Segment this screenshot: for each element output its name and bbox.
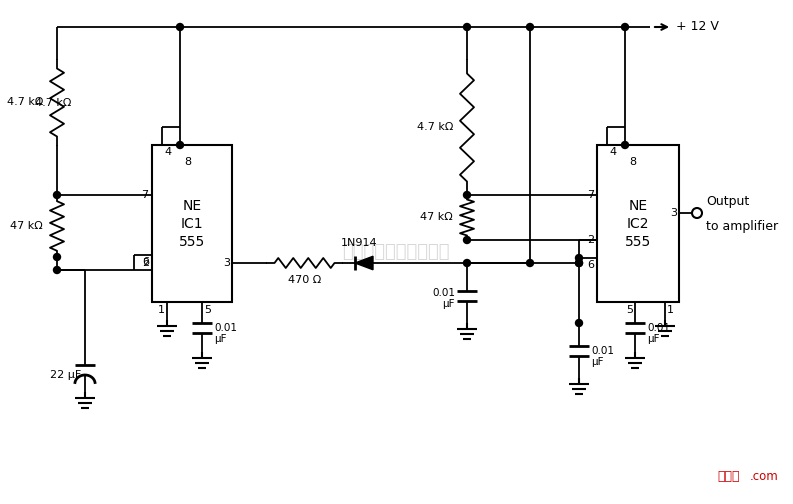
Text: μF: μF	[442, 299, 455, 309]
Text: 5: 5	[626, 305, 633, 315]
Circle shape	[177, 24, 183, 31]
Circle shape	[576, 260, 583, 267]
Circle shape	[177, 142, 183, 149]
Circle shape	[576, 320, 583, 327]
Text: μF: μF	[214, 334, 227, 344]
Text: 5: 5	[204, 305, 211, 315]
Text: .com: .com	[750, 471, 779, 483]
Text: 4: 4	[164, 147, 171, 157]
Text: 4.7 kΩ: 4.7 kΩ	[6, 97, 43, 107]
Text: 0.01: 0.01	[647, 323, 670, 333]
Text: NE: NE	[182, 199, 201, 213]
Circle shape	[527, 24, 534, 31]
Text: 4: 4	[609, 147, 616, 157]
Polygon shape	[355, 256, 373, 270]
Text: 3: 3	[670, 208, 677, 218]
Text: 555: 555	[625, 234, 651, 248]
Circle shape	[622, 24, 629, 31]
Text: 0.01: 0.01	[591, 346, 614, 356]
Text: 6: 6	[142, 257, 149, 267]
Text: μF: μF	[647, 334, 660, 344]
Circle shape	[463, 24, 470, 31]
Text: NE: NE	[628, 199, 648, 213]
Text: 555: 555	[179, 234, 205, 248]
Text: 0.01: 0.01	[214, 323, 237, 333]
Text: 47 kΩ: 47 kΩ	[420, 212, 453, 222]
Text: 7: 7	[587, 190, 594, 200]
Circle shape	[622, 142, 629, 149]
Circle shape	[527, 260, 534, 267]
Text: Output: Output	[706, 195, 749, 208]
Bar	[152, 145, 232, 302]
Circle shape	[53, 254, 60, 261]
Text: 2: 2	[142, 258, 149, 268]
Text: 6: 6	[587, 260, 594, 270]
Text: 接线图: 接线图	[717, 471, 740, 483]
Text: 22 μF: 22 μF	[50, 370, 81, 380]
Circle shape	[576, 260, 583, 267]
Text: 1: 1	[667, 305, 674, 315]
Text: 杭州将睿科技有限公司: 杭州将睿科技有限公司	[343, 243, 450, 261]
Circle shape	[576, 255, 583, 262]
Text: + 12 V: + 12 V	[676, 21, 719, 33]
Bar	[597, 145, 679, 302]
Circle shape	[463, 236, 470, 243]
Text: 1: 1	[158, 305, 165, 315]
Text: IC2: IC2	[626, 217, 649, 230]
Text: 8: 8	[184, 157, 191, 167]
Text: 470 Ω: 470 Ω	[288, 275, 321, 285]
Text: IC1: IC1	[181, 217, 203, 230]
Text: 4.7 kΩ: 4.7 kΩ	[416, 122, 453, 132]
Text: 1N914: 1N914	[341, 238, 377, 248]
Text: μF: μF	[591, 357, 603, 367]
Text: to amplifier: to amplifier	[706, 220, 778, 233]
Circle shape	[463, 192, 470, 199]
Text: 0.01: 0.01	[432, 288, 455, 298]
Text: 7: 7	[141, 190, 148, 200]
Text: 8: 8	[629, 157, 636, 167]
Circle shape	[53, 192, 60, 199]
Circle shape	[53, 267, 60, 274]
Text: 47 kΩ: 47 kΩ	[10, 221, 43, 231]
Text: 3: 3	[223, 258, 230, 268]
Circle shape	[463, 260, 470, 267]
Text: 4.7 kΩ: 4.7 kΩ	[35, 97, 71, 107]
Text: 2: 2	[587, 235, 594, 245]
